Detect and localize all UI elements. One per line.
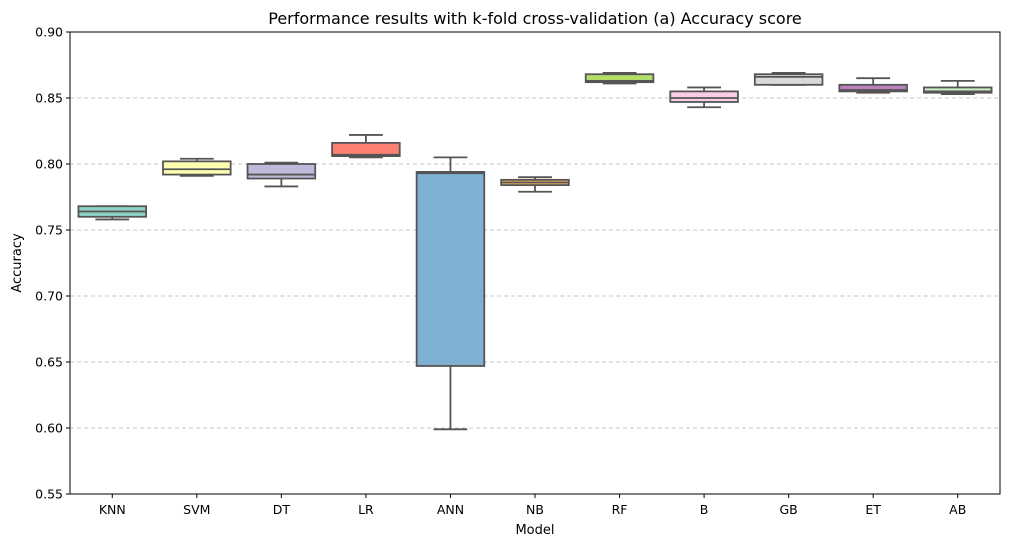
x-axis: KNN SVM DT LR ANN NB RF B GB ET AB — [99, 494, 966, 517]
chart-title: Performance results with k-fold cross-va… — [268, 9, 802, 28]
box-gb — [753, 72, 824, 86]
x-tick-label: ANN — [437, 502, 464, 517]
box-nb — [500, 176, 570, 193]
box-b — [669, 86, 739, 109]
x-tick-label: SVM — [183, 502, 210, 517]
box-svm — [162, 157, 232, 177]
boxes — [77, 72, 993, 431]
y-tick-label: 0.85 — [35, 91, 63, 106]
y-axis-label: Accuracy — [10, 233, 25, 293]
x-tick-label: GB — [780, 502, 798, 517]
y-tick-label: 0.60 — [35, 421, 63, 436]
x-tick-label: RF — [612, 502, 628, 517]
box-body — [162, 160, 232, 176]
box-body — [415, 171, 486, 367]
box-body — [246, 163, 317, 180]
box-ann — [415, 156, 486, 431]
box-et — [838, 77, 908, 94]
box-body — [331, 141, 401, 157]
box-body — [923, 86, 993, 94]
y-tick-label: 0.55 — [35, 487, 63, 502]
y-tick-label: 0.80 — [35, 157, 63, 172]
box-lr — [331, 134, 401, 159]
gridlines — [70, 97, 1000, 429]
box-dt — [246, 161, 317, 188]
box-body — [584, 73, 655, 84]
y-tick-label: 0.65 — [35, 355, 63, 370]
x-axis-label: Model — [515, 523, 554, 538]
y-tick-label: 0.70 — [35, 289, 63, 304]
x-tick-label: ET — [865, 502, 881, 517]
x-tick-label: DT — [273, 502, 291, 517]
x-tick-label: B — [700, 502, 709, 517]
box-body — [838, 83, 908, 93]
box-knn — [77, 205, 147, 221]
x-tick-label: AB — [949, 502, 966, 517]
box-body — [753, 73, 824, 86]
y-tick-label: 0.75 — [35, 223, 63, 238]
box-rf — [584, 72, 655, 85]
box-body — [669, 90, 739, 103]
plot-frame — [69, 31, 1001, 495]
x-tick-label: KNN — [99, 502, 126, 517]
box-ab — [923, 79, 993, 95]
x-tick-label: LR — [358, 502, 374, 517]
y-tick-label: 0.90 — [35, 25, 63, 40]
y-axis: 0.55 0.60 0.65 0.70 0.75 0.80 0.85 0.90 — [35, 25, 70, 502]
x-tick-label: NB — [526, 502, 544, 517]
